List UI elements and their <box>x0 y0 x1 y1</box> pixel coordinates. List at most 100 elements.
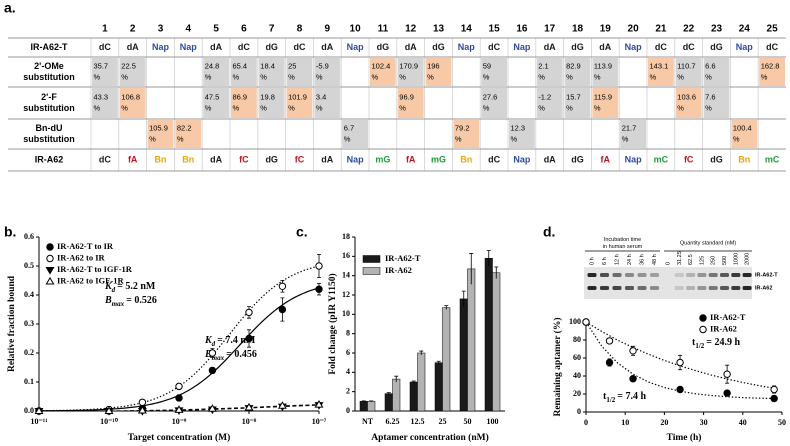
column-number: 9 <box>325 24 331 35</box>
cell-fill <box>258 88 285 118</box>
gel-band <box>664 273 673 277</box>
cell-token: Nap <box>180 42 198 52</box>
column-number: 17 <box>544 24 556 35</box>
cell-fill <box>620 120 646 148</box>
cell-token: dC <box>683 42 695 52</box>
cell-value: 35.7 <box>94 61 109 70</box>
y-tick-label: 16 <box>342 251 350 260</box>
gel-lane-label: 125 <box>699 256 705 265</box>
annotation-subscript: d <box>112 286 116 294</box>
x-tick-label: 10⁻⁸ <box>242 417 257 426</box>
cell-fill <box>231 88 257 118</box>
marker <box>278 282 287 290</box>
y-tick-label: 0.3 <box>24 319 34 328</box>
error-bar <box>436 360 441 365</box>
cell-value: 27.6 <box>483 92 498 101</box>
x-tick-label: 50 <box>464 417 472 426</box>
legend-label: IR-A62 to IR <box>57 252 106 262</box>
y-tick-label: 80 <box>573 335 581 344</box>
column-number: 1 <box>102 24 108 35</box>
cell-fill <box>203 58 229 86</box>
error-bar <box>394 375 399 382</box>
cell-value: 100.4 <box>733 123 752 132</box>
cell-fill <box>314 88 341 118</box>
x-tick-label: 10⁻¹¹ <box>30 417 48 426</box>
marker <box>207 404 217 412</box>
column-number: 25 <box>767 24 779 35</box>
gel-lane-label: 500 <box>722 256 728 265</box>
annotation-value: = 0.526 <box>126 295 157 306</box>
annotation-value: = 7.4 nM <box>217 335 256 346</box>
cell-value: % <box>94 72 101 81</box>
cell-value: 6.6 <box>705 61 715 70</box>
legend-swatch <box>362 255 381 263</box>
gel-band <box>742 286 752 290</box>
column-number: 5 <box>213 24 219 35</box>
cell-value: 59 <box>483 61 491 70</box>
annotation-value: = 0.456 <box>226 349 257 360</box>
y-tick-label: 6 <box>346 348 350 357</box>
cell-fill <box>564 58 591 86</box>
column-number: 6 <box>241 24 247 35</box>
cell-value: % <box>705 103 712 112</box>
bar <box>484 258 493 412</box>
cell-fill <box>119 58 146 86</box>
marker <box>278 305 287 314</box>
legend-label: IR-A62-T <box>385 253 421 263</box>
gel-lane-label: 24 h <box>627 254 633 265</box>
annotation-symbol: B <box>204 349 212 360</box>
cell-token: dG <box>377 42 390 52</box>
annotation-subscript: 1/2 <box>695 342 704 350</box>
cell-token: dG <box>571 154 584 164</box>
marker <box>723 389 731 397</box>
marker <box>277 401 287 409</box>
cell-token: fC <box>684 154 694 164</box>
cell-value: 2.1 <box>538 61 548 70</box>
gel-lane-label: 12 h <box>614 254 620 265</box>
marker <box>244 402 254 411</box>
cell-fill <box>425 58 452 86</box>
cell-token: Nap <box>347 42 365 52</box>
cell-token: dC <box>655 42 667 52</box>
column-number: 13 <box>433 24 445 35</box>
gel-lane-label: 0 h <box>589 257 595 265</box>
column-number: 10 <box>350 24 362 35</box>
bar <box>459 298 468 412</box>
cell-value: 102.4 <box>372 61 391 70</box>
cell-token: dA <box>321 42 333 52</box>
cell-token: mC <box>765 154 780 164</box>
gel-band <box>686 273 696 277</box>
gel-lane-label: 36 h <box>639 254 645 265</box>
legend-marker <box>699 314 707 322</box>
bar <box>442 307 451 412</box>
cell-token: dG <box>432 42 445 52</box>
marker <box>723 370 731 378</box>
cell-token: Nap <box>513 154 531 164</box>
cell-fill <box>481 88 507 118</box>
gel-band <box>600 286 609 290</box>
error-bar <box>419 350 424 355</box>
gel-group-label: in human serum <box>603 244 643 250</box>
y-axis-label: Fold change (pIR Y1150) <box>327 273 338 374</box>
cell-token: Nap <box>152 42 170 52</box>
cell-value: % <box>566 72 573 81</box>
cell-token: Nap <box>513 42 531 52</box>
cell-value: % <box>316 72 323 81</box>
gel-group-label: Quantity standard (nM) <box>680 240 736 246</box>
panel-label: d. <box>543 224 555 240</box>
column-number: 12 <box>405 24 417 35</box>
marker <box>175 382 183 391</box>
marker <box>770 394 778 403</box>
annotation-subscript: max <box>212 354 225 362</box>
annotation-value: = 7.4 h <box>617 391 646 402</box>
cell-value: 19.8 <box>260 92 275 101</box>
cell-token: fC <box>239 154 249 164</box>
gel-band <box>650 286 659 290</box>
marker <box>314 400 324 408</box>
row-label: Bn-dU <box>36 123 63 133</box>
cell-fill <box>481 58 507 86</box>
cell-token: dA <box>544 42 556 52</box>
y-tick-label: 0.5 <box>24 261 34 270</box>
legend-label: IR-A62 to IGF-1R <box>57 275 124 285</box>
cell-value: % <box>594 103 601 112</box>
